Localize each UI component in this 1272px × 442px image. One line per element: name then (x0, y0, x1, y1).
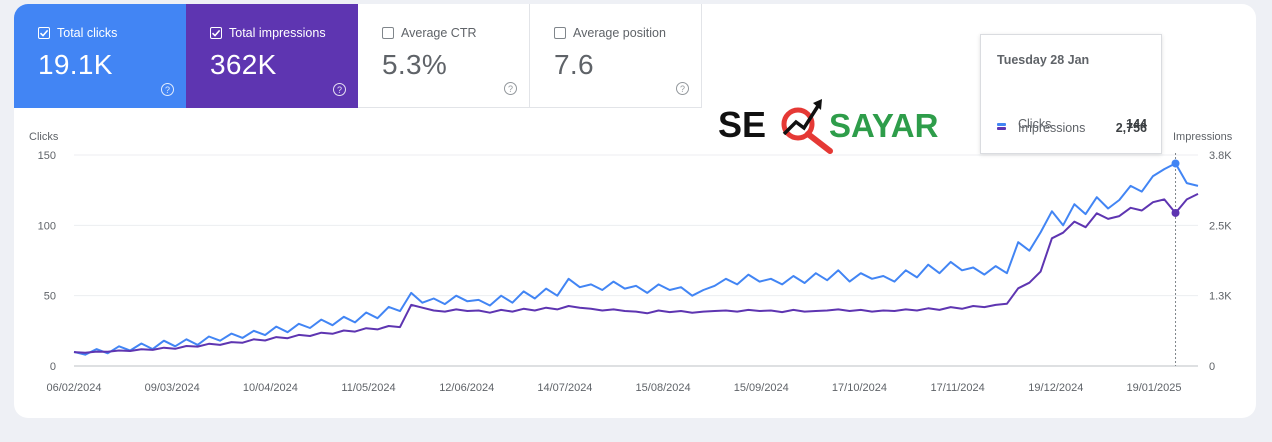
tooltip-clicks-label: Clicks (1018, 117, 1052, 131)
total-clicks-label: Total clicks (57, 26, 118, 40)
help-icon[interactable]: ? (333, 83, 346, 96)
total-clicks-value: 19.1K (38, 49, 113, 80)
performance-panel: Total clicks 19.1K ? Total impressions 3… (14, 4, 1256, 418)
average-position-header: Average position (554, 26, 701, 40)
logo-trend-arrow-icon (782, 105, 820, 136)
x-tick-label: 06/02/2024 (46, 382, 101, 394)
checkbox-checked-icon[interactable] (210, 27, 222, 39)
x-tick-label: 17/11/2024 (931, 382, 985, 394)
right-axis-title: Impressions (1173, 131, 1233, 143)
average-position-label: Average position (573, 26, 666, 40)
y-right-tick-label: 0 (1209, 361, 1215, 373)
tooltip-impressions-value: 2,756 (1115, 121, 1147, 135)
x-tick-label: 15/09/2024 (734, 382, 789, 394)
x-tick-label: 19/01/2025 (1126, 382, 1181, 394)
x-tick-label: 14/07/2024 (537, 382, 592, 394)
y-left-tick-label: 0 (50, 361, 56, 373)
total-clicks-card[interactable]: Total clicks 19.1K ? (14, 4, 186, 108)
checkbox-checked-icon[interactable] (38, 27, 50, 39)
total-impressions-header: Total impressions (210, 26, 358, 40)
average-ctr-label: Average CTR (401, 26, 477, 40)
x-tick-label: 17/10/2024 (832, 382, 887, 394)
total-impressions-card[interactable]: Total impressions 362K ? (186, 4, 358, 108)
impressions-hover-point (1171, 208, 1180, 217)
tooltip-clicks-row: Clicks 144 (997, 116, 1147, 132)
logo-text-sayar: SAYAR (829, 107, 939, 144)
clicks-hover-point (1171, 159, 1180, 168)
tooltip-clicks-value: 144 (1126, 117, 1147, 131)
x-tick-label: 11/05/2024 (341, 382, 395, 394)
y-left-tick-label: 100 (38, 220, 56, 232)
y-left-tick-label: 150 (38, 150, 56, 162)
total-clicks-header: Total clicks (38, 26, 186, 40)
logo-magnifier-icon (781, 107, 815, 141)
series-line-clicks (73, 162, 1199, 356)
checkbox-unchecked-icon[interactable] (554, 27, 566, 39)
performance-chart[interactable]: 150 3.8K 100 2.5K 50 1.3K 0 0 06/02/2024 09/03/20… (14, 4, 1256, 418)
y-right-tick-label: 2.5K (1209, 220, 1232, 232)
help-icon[interactable]: ? (504, 82, 517, 95)
average-ctr-value: 5.3% (382, 49, 448, 80)
x-tick-label: 15/08/2024 (636, 382, 691, 394)
average-ctr-card[interactable]: Average CTR 5.3% ? (358, 4, 530, 108)
metric-cards: Total clicks 19.1K ? Total impressions 3… (14, 4, 702, 108)
y-right-tick-label: 1.3K (1209, 291, 1232, 303)
logo-text-se: SE (718, 104, 766, 145)
average-ctr-header: Average CTR (382, 26, 529, 40)
average-position-card[interactable]: Average position 7.6 ? (530, 4, 702, 108)
total-impressions-label: Total impressions (229, 26, 326, 40)
series-line-impressions (73, 193, 1199, 354)
x-tick-label: 12/06/2024 (439, 382, 494, 394)
chart-tooltip: Tuesday 28 Jan Clicks 144 Impressions 2,… (980, 34, 1162, 154)
help-icon[interactable]: ? (676, 82, 689, 95)
checkbox-unchecked-icon[interactable] (382, 27, 394, 39)
x-tick-label: 10/04/2024 (243, 382, 298, 394)
impressions-legend-swatch (997, 126, 1006, 130)
x-tick-label: 19/12/2024 (1028, 382, 1083, 394)
seosayar-logo: SE SAYAR (718, 99, 939, 154)
y-right-tick-label: 3.8K (1209, 150, 1232, 162)
y-left-tick-label: 50 (44, 291, 56, 303)
clicks-legend-swatch (997, 122, 1006, 126)
help-icon[interactable]: ? (161, 83, 174, 96)
left-axis-title: Clicks (29, 131, 59, 143)
total-impressions-value: 362K (210, 49, 277, 80)
tooltip-impressions-row: Impressions 2,756 (997, 120, 1147, 136)
tooltip-impressions-label: Impressions (1018, 121, 1086, 135)
x-tick-label: 09/03/2024 (145, 382, 200, 394)
average-position-value: 7.6 (554, 49, 594, 80)
tooltip-date: Tuesday 28 Jan (997, 53, 1090, 67)
